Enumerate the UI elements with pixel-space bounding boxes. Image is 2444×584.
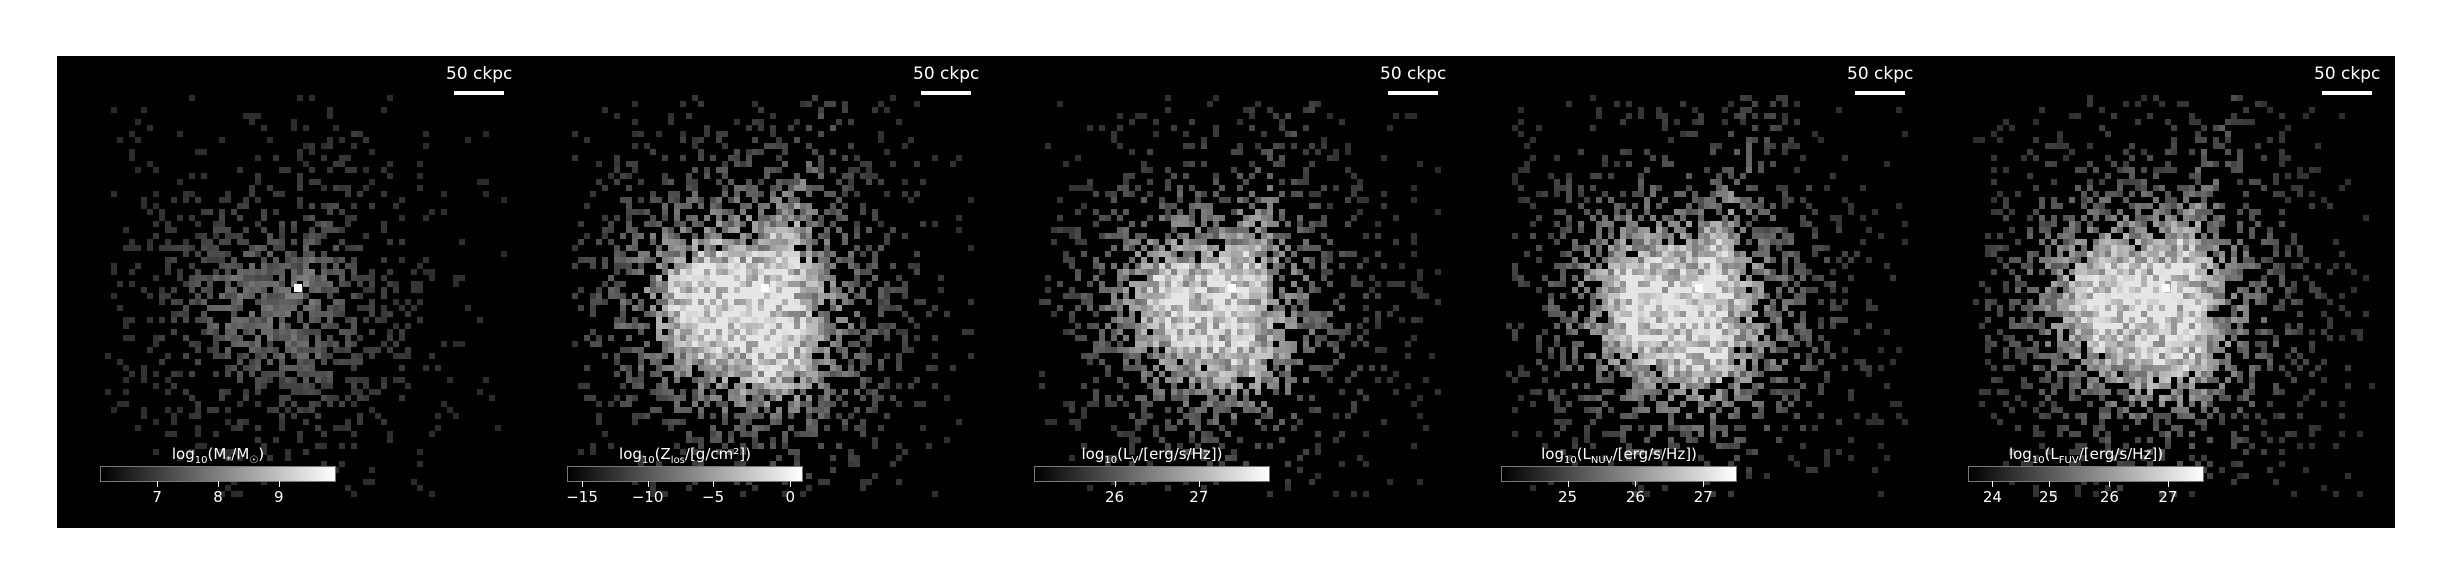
panel-stellar-mass: 50 ckpc log10(M*/M☉) 7 8 9 bbox=[57, 56, 524, 528]
panel-luminosity-fuv: 50 ckpc log10(LFUV/[erg/s/Hz]) 24 25 26 27 bbox=[1925, 56, 2392, 528]
colorbar-tick-label: 7 bbox=[152, 488, 162, 506]
colorbar-tick bbox=[647, 481, 649, 487]
scale-bar bbox=[2322, 91, 2372, 95]
colorbar-tick bbox=[1635, 481, 1637, 487]
galaxy-core bbox=[294, 284, 302, 292]
colorbar-tick-label: 0 bbox=[785, 488, 796, 506]
colorbar-tick-label: 27 bbox=[1189, 488, 1209, 506]
galaxy-core bbox=[1695, 284, 1703, 292]
colorbar-tick bbox=[278, 481, 280, 487]
colorbar-tick bbox=[1114, 481, 1116, 487]
colorbar-tick bbox=[1198, 481, 1200, 487]
galaxy-core bbox=[1228, 284, 1236, 292]
panel-luminosity-v: 50 ckpc log10(LV/[erg/s/Hz]) 26 27 bbox=[991, 56, 1458, 528]
colorbar-tick bbox=[582, 481, 584, 487]
colorbar-tick-label: 9 bbox=[274, 488, 284, 506]
galaxy-map-metallicity bbox=[572, 95, 974, 497]
scale-bar-label: 50 ckpc bbox=[1847, 64, 1914, 84]
colorbar-tick bbox=[2167, 481, 2169, 487]
colorbar bbox=[1968, 466, 2204, 482]
scale-bar bbox=[1388, 91, 1438, 95]
colorbar-tick-label: 8 bbox=[213, 488, 223, 506]
colorbar-tick-label: 27 bbox=[2158, 488, 2178, 506]
galaxy-core bbox=[761, 284, 769, 292]
scale-bar-label: 50 ckpc bbox=[2314, 64, 2381, 84]
colorbar-tick bbox=[790, 481, 792, 487]
colorbar-tick bbox=[2109, 481, 2111, 487]
panel-metallicity: 50 ckpc log10(Zlos/[g/cm²]) −15 −10 −5 0 bbox=[524, 56, 991, 528]
scale-bar-label: 50 ckpc bbox=[1380, 64, 1447, 84]
colorbar-tick-label: −10 bbox=[631, 488, 664, 506]
colorbar-tick-label: 26 bbox=[1625, 488, 1645, 506]
colorbar-tick-label: 24 bbox=[1982, 488, 2002, 506]
scale-bar bbox=[1855, 91, 1905, 95]
colorbar-label: log10(LNUV/[erg/s/Hz]) bbox=[1541, 445, 1697, 466]
colorbar-tick bbox=[157, 481, 159, 487]
colorbar-label: log10(LFUV/[erg/s/Hz]) bbox=[2008, 445, 2164, 466]
colorbar bbox=[1034, 466, 1270, 482]
panel-luminosity-nuv: 50 ckpc log10(LNUV/[erg/s/Hz]) 25 26 27 bbox=[1458, 56, 1925, 528]
figure: 50 ckpc log10(M*/M☉) 7 8 9 50 ckpc log10(Zlos/… bbox=[57, 56, 2395, 528]
galaxy-map-luminosity-nuv bbox=[1506, 95, 1908, 497]
scale-bar-label: 50 ckpc bbox=[913, 64, 980, 84]
galaxy-map-luminosity-v bbox=[1039, 95, 1441, 497]
galaxy-map-luminosity-fuv bbox=[1973, 95, 2375, 497]
scale-bar bbox=[454, 91, 504, 95]
colorbar-tick bbox=[1992, 481, 1994, 487]
colorbar-label: log10(LV/[erg/s/Hz]) bbox=[1081, 445, 1223, 466]
colorbar-tick-label: −5 bbox=[702, 488, 725, 506]
colorbar-tick bbox=[2048, 481, 2050, 487]
colorbar bbox=[100, 466, 336, 482]
colorbar-tick-label: 25 bbox=[1557, 488, 1578, 506]
galaxy-core bbox=[2162, 284, 2170, 292]
colorbar-tick-label: 26 bbox=[1105, 488, 1125, 506]
colorbar-tick-label: 25 bbox=[2039, 488, 2059, 506]
colorbar-tick-label: 27 bbox=[1693, 488, 1713, 506]
colorbar-tick bbox=[1703, 481, 1705, 487]
colorbar bbox=[567, 466, 803, 482]
colorbar-tick-label: −15 bbox=[566, 488, 598, 506]
colorbar-label: log10(Zlos/[g/cm²]) bbox=[619, 445, 751, 466]
galaxy-map-stellar-mass bbox=[105, 95, 507, 497]
colorbar-label: log10(M*/M☉) bbox=[171, 445, 265, 466]
colorbar bbox=[1501, 466, 1737, 482]
scale-bar-label: 50 ckpc bbox=[446, 64, 513, 84]
scale-bar bbox=[921, 91, 971, 95]
colorbar-tick bbox=[218, 481, 219, 487]
colorbar-tick-label: 26 bbox=[2099, 488, 2119, 506]
colorbar-tick bbox=[713, 481, 715, 487]
colorbar-tick bbox=[1567, 481, 1569, 487]
